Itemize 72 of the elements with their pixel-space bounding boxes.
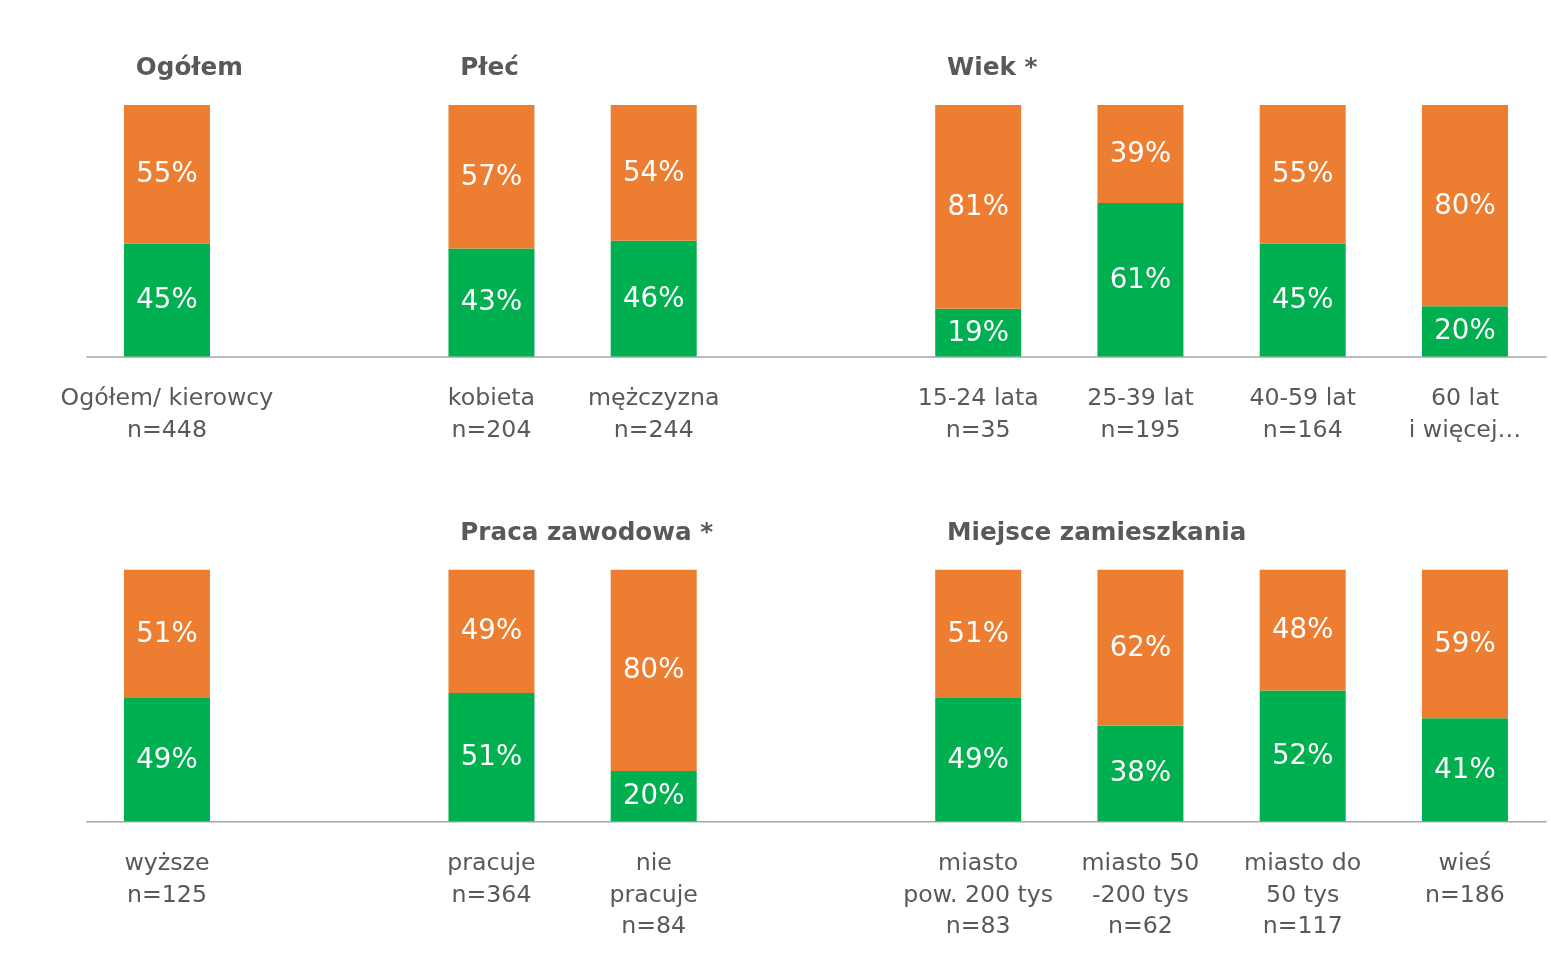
text: Ogółem xyxy=(135,52,243,82)
bar xyxy=(610,569,697,771)
bar xyxy=(1421,105,1508,307)
text: Praca zawodowa * xyxy=(460,517,714,547)
data-label: 20% xyxy=(623,778,685,812)
bar xyxy=(1259,243,1346,357)
bar xyxy=(935,569,1022,699)
bar xyxy=(1097,203,1184,357)
bar xyxy=(448,692,535,822)
text: Płeć xyxy=(460,52,519,82)
x-tick-label: miasto 50 -200 tys n=62 xyxy=(1081,848,1200,940)
x-tick-label: miasto do 50 tys n=117 xyxy=(1244,848,1362,940)
bar xyxy=(448,248,535,357)
data-label: 49% xyxy=(460,613,523,647)
x-tick-label: 40-59 lat n=164 xyxy=(1249,383,1356,444)
bar xyxy=(123,105,210,244)
x-tick-label: nie pracuje n=84 xyxy=(609,848,698,940)
bar xyxy=(123,243,210,357)
data-label: 49% xyxy=(947,741,1009,775)
data-label: 45% xyxy=(1272,281,1334,315)
data-label: 51% xyxy=(947,615,1009,649)
data-label: 38% xyxy=(1109,755,1172,789)
bar xyxy=(1421,718,1508,822)
bar xyxy=(935,698,1022,822)
bar xyxy=(610,240,697,357)
x-tick-label: mężczyzna n=244 xyxy=(588,383,720,444)
data-label: 80% xyxy=(1434,187,1496,221)
bar xyxy=(610,105,697,241)
data-label: 46% xyxy=(623,280,685,314)
text: Wiek * xyxy=(947,52,1038,82)
data-label: 43% xyxy=(460,284,523,318)
data-label: 59% xyxy=(1434,625,1496,659)
bar xyxy=(123,569,210,699)
data-label: 80% xyxy=(623,652,685,686)
bar xyxy=(1259,105,1346,244)
x-tick-label: kobieta n=204 xyxy=(447,383,536,444)
x-tick-label: pracuje n=364 xyxy=(447,848,536,908)
text: Miejsce zamieszkania xyxy=(947,517,1247,547)
data-label: 57% xyxy=(460,158,523,192)
bar xyxy=(448,105,535,249)
x-tick-label: 15-24 lata n=35 xyxy=(917,383,1039,444)
data-label: 39% xyxy=(1109,135,1172,169)
x-tick-label: 60 lat i więcej… xyxy=(1408,383,1522,444)
x-tick-label: wyższe n=125 xyxy=(124,848,210,908)
x-tick-label: miasto pow. 200 tys n=83 xyxy=(903,848,1054,940)
bar xyxy=(123,698,210,822)
data-label: 51% xyxy=(136,615,198,649)
x-tick-label: wieś n=186 xyxy=(1424,848,1505,908)
data-label: 62% xyxy=(1109,629,1172,663)
bar xyxy=(448,569,535,693)
data-label: 81% xyxy=(947,188,1009,222)
bar xyxy=(1097,725,1184,822)
data-label: 61% xyxy=(1109,261,1172,295)
data-label: 51% xyxy=(460,739,523,773)
data-label: 55% xyxy=(1272,156,1334,190)
bar xyxy=(1259,690,1346,822)
bar xyxy=(1097,569,1184,726)
data-label: 45% xyxy=(136,281,198,315)
x-tick-label: 25-39 lat n=195 xyxy=(1087,383,1194,444)
bar xyxy=(1259,569,1346,691)
x-tick-label: Ogółem/ kierowcy n=448 xyxy=(60,383,274,444)
bar xyxy=(1097,105,1184,204)
bar xyxy=(1421,569,1508,719)
data-label: 19% xyxy=(947,314,1009,348)
data-label: 41% xyxy=(1434,751,1496,785)
data-label: 52% xyxy=(1272,737,1334,771)
data-label: 48% xyxy=(1272,611,1334,645)
bar xyxy=(935,105,1022,309)
data-label: 20% xyxy=(1434,313,1496,347)
data-label: 49% xyxy=(136,741,198,775)
data-label: 55% xyxy=(136,156,198,190)
data-label: 54% xyxy=(623,154,685,188)
